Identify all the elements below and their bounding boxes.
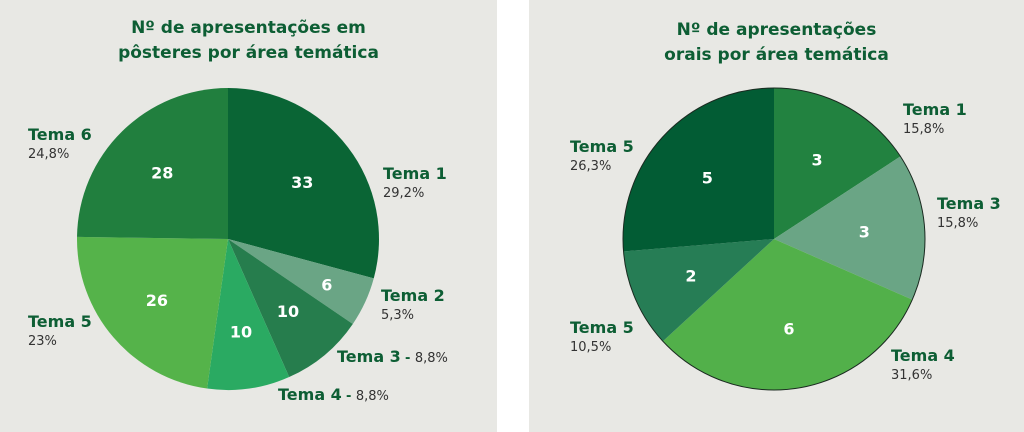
- slice-percent: 15,8%: [937, 216, 979, 231]
- pie-value-label: 6: [321, 275, 332, 294]
- pie-slice-tema-2-1: [228, 239, 374, 324]
- slice-percent: 15,8%: [903, 122, 945, 137]
- pie-slice-tema-6-5: [77, 87, 228, 239]
- slice-name: Tema 5: [570, 137, 634, 156]
- pie-value-label: 5: [702, 169, 713, 188]
- pie-slice-tema-3-1: [774, 156, 925, 300]
- slice-percent: 8,8%: [355, 389, 389, 404]
- pie-value-label: 2: [685, 266, 696, 285]
- legend-label-tema-5-small: Tema 5 10,5%: [570, 317, 634, 357]
- slice-name: Tema 5: [570, 318, 634, 337]
- legend-label-tema-4: Tema 4 - 8,8%: [278, 385, 389, 404]
- legend-label-tema-3: Tema 3 15,8%: [937, 193, 1001, 233]
- chart-title-line: pôsteres por área temática: [118, 43, 379, 63]
- slice-name: Tema 3: [937, 194, 1001, 213]
- chart-title: Nº de apresentações em pôsteres por área…: [0, 16, 497, 66]
- pie-slice-tema-5-3: [623, 239, 774, 342]
- chart-title-line: Nº de apresentações: [676, 20, 877, 40]
- legend-label-tema-6: Tema 6 24,8%: [28, 124, 92, 164]
- pie-slice-tema-3-2: [228, 239, 353, 378]
- slice-name: Tema 3: [337, 347, 401, 366]
- pie-outline: [622, 87, 926, 391]
- pie-slice-tema-4-2: [662, 239, 913, 390]
- pie-value-label: 10: [230, 323, 252, 342]
- slice-percent: 10,5%: [570, 340, 612, 355]
- pie-value-label: 6: [783, 319, 794, 338]
- pie-value-label: 28: [151, 163, 173, 182]
- slice-percent: 23%: [28, 334, 57, 349]
- chart-title-line: Nº de apresentações em: [131, 18, 366, 38]
- slice-name: Tema 1: [383, 164, 447, 183]
- pie-slice-tema-1-0: [228, 88, 379, 279]
- legend-label-tema-1: Tema 1 29,2%: [383, 163, 447, 203]
- slice-percent: 8,8%: [414, 351, 448, 366]
- pie-slice-tema-1-0: [774, 88, 901, 239]
- pie-value-label: 3: [859, 223, 870, 242]
- slice-name: Tema 5: [28, 312, 92, 331]
- slice-name: Tema 1: [903, 100, 967, 119]
- posters-panel: Nº de apresentações em pôsteres por área…: [0, 0, 497, 432]
- slice-percent: 26,3%: [570, 159, 612, 174]
- legend-label-tema-1: Tema 1 15,8%: [903, 99, 967, 139]
- pie-slice-tema-5-4: [76, 236, 228, 389]
- chart-title: Nº de apresentações orais por área temát…: [529, 18, 1024, 68]
- slice-name: Tema 4: [891, 346, 955, 365]
- pie-value-label: 3: [812, 150, 823, 169]
- pie-slice-tema-4-3: [207, 239, 290, 390]
- pie-value-label: 10: [277, 302, 299, 321]
- legend-label-tema-5: Tema 5 26,3%: [570, 136, 634, 176]
- slice-percent: 5,3%: [381, 308, 415, 323]
- slice-name: Tema 2: [381, 286, 445, 305]
- slice-name: Tema 6: [28, 125, 92, 144]
- legend-label-tema-4: Tema 4 31,6%: [891, 345, 955, 385]
- chart-title-line: orais por área temática: [664, 45, 889, 65]
- posters-pie-chart: 33 6 10 10 26 28: [76, 87, 379, 390]
- slice-percent: 31,6%: [891, 368, 933, 383]
- pie-value-label: 33: [291, 173, 313, 192]
- legend-label-tema-5: Tema 5 23%: [28, 311, 92, 351]
- pie-value-label: 26: [146, 291, 168, 310]
- orals-pie-chart: 3 3 6 2 5: [622, 87, 926, 391]
- legend-label-tema-3: Tema 3 - 8,8%: [337, 347, 448, 366]
- slice-name: Tema 4: [278, 385, 342, 404]
- legend-label-tema-2: Tema 2 5,3%: [381, 285, 445, 325]
- slice-percent: 29,2%: [383, 186, 425, 201]
- orals-panel: Nº de apresentações orais por área temát…: [529, 0, 1024, 432]
- slice-percent: 24,8%: [28, 147, 70, 162]
- pie-slice-tema-5-4: [623, 88, 774, 252]
